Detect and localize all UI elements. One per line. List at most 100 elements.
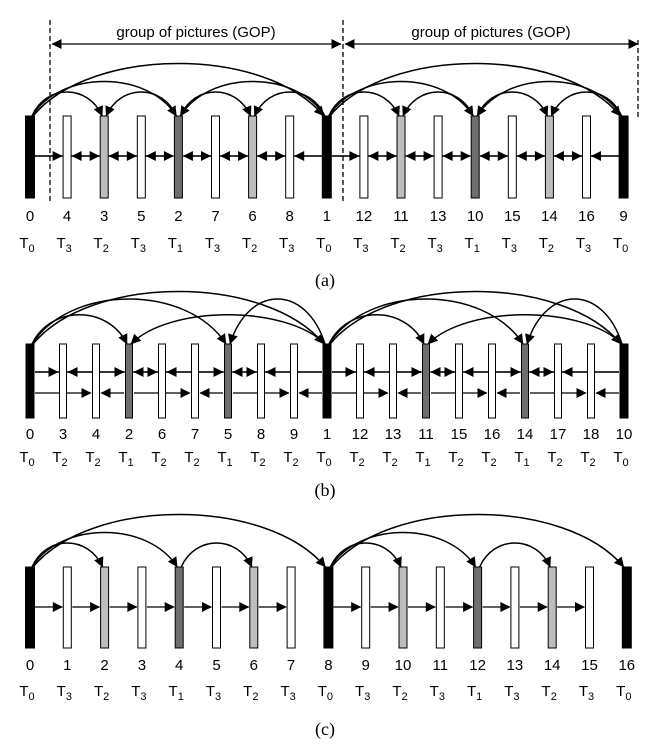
arc-key-0 xyxy=(32,62,325,117)
temporal-layer-11: T1 xyxy=(415,449,430,469)
temporal-layer-index: 1 xyxy=(128,457,134,469)
frame-number-5: 5 xyxy=(212,657,220,674)
temporal-layer-index: 0 xyxy=(29,691,35,703)
temporal-layer-index: 1 xyxy=(476,691,482,703)
temporal-layer-4: T1 xyxy=(169,683,184,703)
temporal-layer-16: T0 xyxy=(616,683,631,703)
temporal-layer-index: 3 xyxy=(66,691,72,703)
frame-10 xyxy=(398,566,408,649)
arc-fwd-3 xyxy=(31,91,103,117)
frame-15 xyxy=(507,115,517,199)
temporal-layer-10: T0 xyxy=(613,449,628,469)
temporal-layer-index: 2 xyxy=(95,457,101,469)
frame-8 xyxy=(323,566,334,649)
frame-18 xyxy=(587,343,595,419)
caption-b: (b) xyxy=(315,480,336,501)
frame-15 xyxy=(455,343,463,419)
frame-6 xyxy=(248,115,258,199)
frame-number-3: 3 xyxy=(59,426,67,443)
frame-3 xyxy=(99,115,109,199)
arc-fwd-5 xyxy=(31,298,227,345)
arc-bwd-14 xyxy=(525,298,623,345)
temporal-layer-11: T2 xyxy=(390,235,405,255)
arc-fwd-2 xyxy=(31,542,104,568)
frame-0 xyxy=(25,343,35,419)
frame-number-6: 6 xyxy=(248,208,256,225)
arc-fwd-14 xyxy=(476,91,549,117)
frame-16 xyxy=(488,343,496,419)
temporal-layer-index: 0 xyxy=(29,243,35,255)
temporal-layer-index: 3 xyxy=(214,243,220,255)
temporal-layer-index: 3 xyxy=(140,691,146,703)
temporal-layer-0: T0 xyxy=(19,683,34,703)
temporal-layer-index: 0 xyxy=(29,457,35,469)
temporal-layer-8: T2 xyxy=(250,449,265,469)
temporal-layer-index: 0 xyxy=(327,691,333,703)
frame-number-2: 2 xyxy=(100,657,108,674)
frame-5 xyxy=(136,115,146,199)
frame-7 xyxy=(191,343,199,419)
arc-key-1 xyxy=(329,62,622,117)
temporal-layer-index: 2 xyxy=(491,457,497,469)
frame-7 xyxy=(286,566,296,649)
frame-number-11: 11 xyxy=(418,426,434,443)
temporal-layer-16: T3 xyxy=(576,235,591,255)
frame-2 xyxy=(100,566,110,649)
frame-number-5: 5 xyxy=(224,426,232,443)
temporal-layer-14: T2 xyxy=(539,235,554,255)
frame-number-7: 7 xyxy=(211,208,219,225)
frame-number-10: 10 xyxy=(467,208,484,225)
frame-11 xyxy=(422,343,430,419)
frame-number-4: 4 xyxy=(92,426,100,443)
arc-key-1 xyxy=(329,290,622,345)
temporal-layer-index: 2 xyxy=(62,457,68,469)
frames-c: 0T01T32T23T34T15T36T27T38T09T310T211T312… xyxy=(19,566,635,703)
temporal-layer-6: T2 xyxy=(243,683,258,703)
frame-number-15: 15 xyxy=(504,208,521,225)
arc-bwd-2 xyxy=(130,314,326,345)
temporal-layer-9: T3 xyxy=(355,683,370,703)
temporal-layer-11: T3 xyxy=(430,683,445,703)
panel-a: 0T04T33T25T32T17T36T28T31T012T311T213T31… xyxy=(19,62,629,255)
temporal-layer-10: T1 xyxy=(465,235,480,255)
temporal-layer-10: T2 xyxy=(392,683,407,703)
temporal-layer-index: 2 xyxy=(359,457,365,469)
temporal-layer-index: 0 xyxy=(625,691,631,703)
arc-key-1 xyxy=(330,513,625,568)
temporal-layer-index: 3 xyxy=(215,691,221,703)
frame-number-2: 2 xyxy=(125,426,133,443)
frame-13 xyxy=(433,115,443,199)
frame-9 xyxy=(618,115,629,199)
frame-number-13: 13 xyxy=(507,657,524,674)
temporal-layer-index: 3 xyxy=(140,243,146,255)
frame-2 xyxy=(173,115,183,199)
frame-9 xyxy=(290,343,298,419)
arc-bwd-11 xyxy=(427,314,623,345)
frame-number-9: 9 xyxy=(362,657,370,674)
temporal-layer-index: 3 xyxy=(288,243,294,255)
temporal-layer-index: 0 xyxy=(326,457,332,469)
temporal-layer-index: 1 xyxy=(474,243,480,255)
frame-number-1: 1 xyxy=(63,657,71,674)
frame-number-18: 18 xyxy=(583,426,600,443)
temporal-layer-index: 3 xyxy=(439,691,445,703)
frame-11 xyxy=(435,566,445,649)
temporal-layer-0: T0 xyxy=(19,449,34,469)
arc-bwd-5 xyxy=(228,298,326,345)
frame-number-8: 8 xyxy=(257,426,265,443)
frame-number-11: 11 xyxy=(393,208,409,225)
temporal-layer-3: T2 xyxy=(94,235,109,255)
arc-fwd-10 xyxy=(329,542,402,568)
frame-number-4: 4 xyxy=(63,208,71,225)
frame-number-7: 7 xyxy=(191,426,199,443)
frame-8 xyxy=(285,115,295,199)
frame-10 xyxy=(619,343,629,419)
temporal-layer-index: 3 xyxy=(437,243,443,255)
frame-1 xyxy=(321,115,332,199)
frame-14 xyxy=(521,343,529,419)
temporal-layer-index: 2 xyxy=(548,243,554,255)
frame-number-14: 14 xyxy=(544,657,561,674)
temporal-layer-index: 0 xyxy=(623,457,629,469)
temporal-layer-3: T2 xyxy=(52,449,67,469)
temporal-layer-index: 3 xyxy=(362,243,368,255)
